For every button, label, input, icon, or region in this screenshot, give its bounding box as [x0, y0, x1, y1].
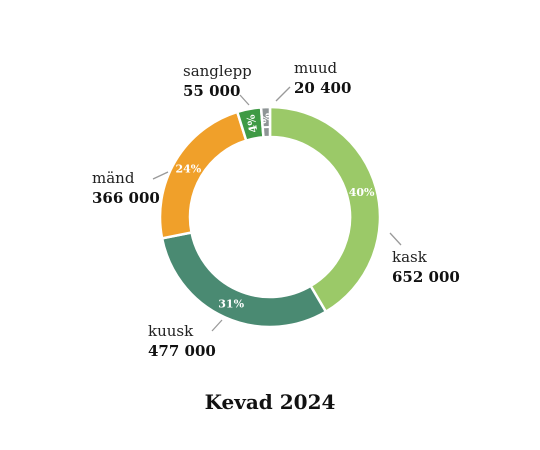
pct-label-kuusk: 31% [218, 298, 244, 311]
leader-line-sanglepp [239, 94, 250, 106]
leader-line-mänd [152, 171, 169, 180]
label-name-kuusk: kuusk [148, 322, 194, 340]
pct-label-muud: 1% [260, 112, 274, 131]
slice-kuusk [160, 231, 328, 329]
pct-label-kask: 40% [349, 186, 375, 199]
label-value-sanglepp: 55 000 [183, 82, 240, 100]
label-name-mänd: mänd [92, 169, 135, 187]
pct-label-mänd: 24% [175, 162, 201, 175]
label-name-kask: kask [392, 248, 428, 266]
label-value-muud: 20 400 [294, 79, 351, 97]
slice-muud [259, 105, 272, 139]
leader-line-kuusk [211, 319, 223, 332]
leader-line-muud [275, 86, 291, 102]
label-value-kuusk: 477 000 [148, 342, 216, 360]
label-value-kask: 652 000 [392, 268, 460, 286]
pct-label-sanglepp: 4% [244, 113, 260, 134]
label-value-mänd: 366 000 [92, 189, 160, 207]
label-name-sanglepp: sanglepp [183, 62, 252, 80]
chart-title: Kevad 2024 [204, 390, 336, 414]
slice-kask [268, 105, 382, 314]
leader-line-kask [389, 232, 402, 246]
label-name-muud: muud [294, 59, 338, 77]
slice-mänd [158, 110, 248, 240]
